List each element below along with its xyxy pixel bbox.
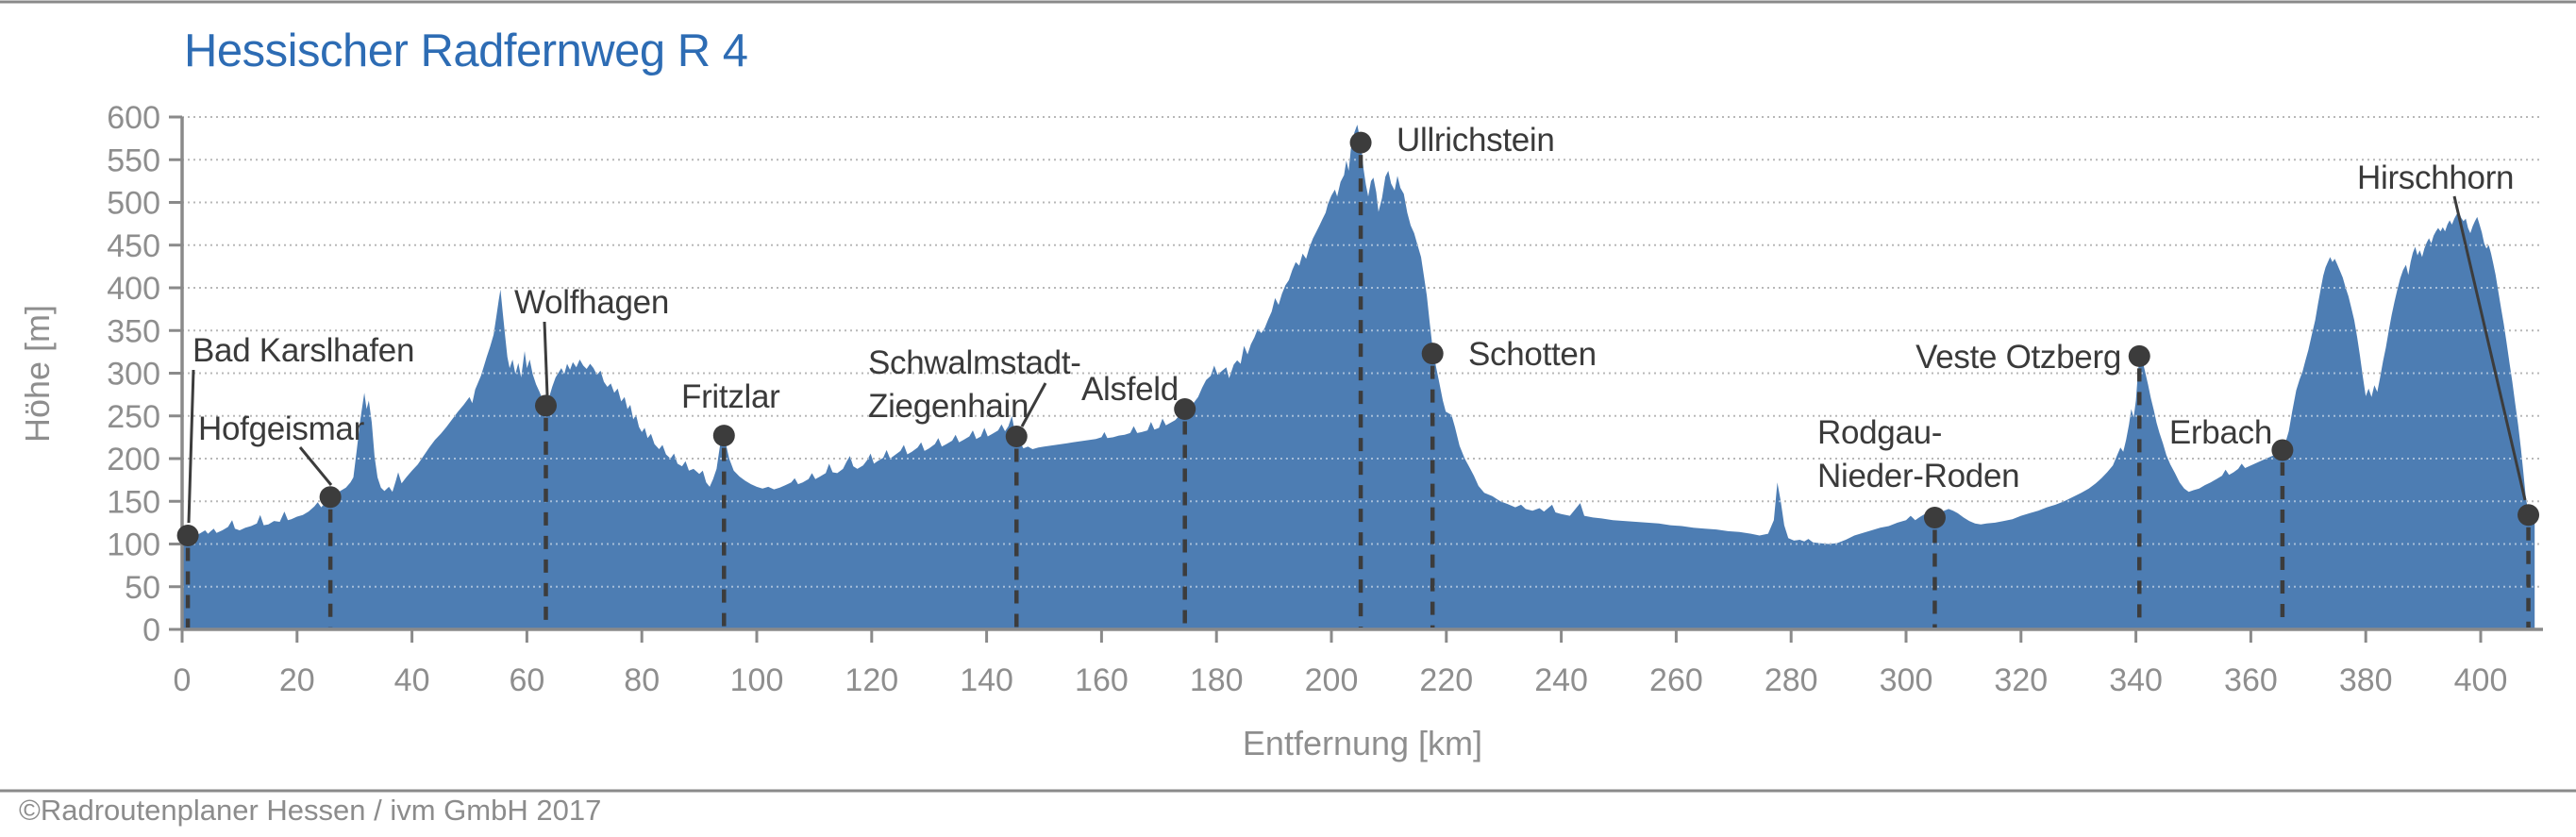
- waypoint-label-bad-karslhafen: Bad Karslhafen: [192, 332, 414, 369]
- y-tick-label-250: 250: [107, 399, 160, 435]
- elevation-area: [182, 125, 2535, 630]
- y-tick-label-500: 500: [107, 186, 160, 222]
- y-axis-title: Höhe [m]: [18, 305, 57, 443]
- x-tick-label-260: 260: [1649, 662, 1703, 698]
- waypoint-label-alsfeld: Alsfeld: [1081, 371, 1179, 408]
- x-tick-label-360: 360: [2224, 662, 2278, 698]
- waypoint-dot-alsfeld: [1174, 398, 1196, 421]
- y-tick-label-200: 200: [107, 442, 160, 477]
- y-tick-label-550: 550: [107, 142, 160, 178]
- x-tick-label-20: 20: [279, 662, 315, 698]
- waypoint-dot-ullrichstein: [1349, 131, 1372, 154]
- waypoint-label-schotten: Schotten: [1468, 336, 1597, 373]
- x-tick-label-80: 80: [624, 662, 660, 698]
- x-tick-label-200: 200: [1305, 662, 1359, 698]
- x-tick-label-320: 320: [1994, 662, 2048, 698]
- y-tick-label-400: 400: [107, 271, 160, 307]
- x-tick-label-0: 0: [174, 662, 192, 698]
- x-tick-label-220: 220: [1419, 662, 1473, 698]
- waypoint-label-veste-otzberg: Veste Otzberg: [1915, 339, 2121, 376]
- waypoint-leader-bad-karslhafen: [187, 369, 195, 524]
- waypoint-label-rodgau-nieder-roden: Rodgau-: [1817, 414, 1942, 451]
- footer-credit: ©Radroutenplaner Hessen / ivm GmbH 2017: [19, 794, 601, 827]
- y-tick-label-0: 0: [142, 612, 160, 648]
- waypoint-label-ullrichstein: Ullrichstein: [1397, 122, 1555, 159]
- y-tick-label-100: 100: [107, 527, 160, 563]
- x-tick-label-100: 100: [730, 662, 784, 698]
- waypoint-dot-schwalmstadt-ziegenhain: [1005, 425, 1028, 447]
- waypoint-label-wolfhagen: Wolfhagen: [514, 284, 669, 321]
- waypoint-label-schwalmstadt-ziegenhain: Ziegenhain: [868, 388, 1029, 425]
- waypoint-label-hirschhorn: Hirschhorn: [2357, 159, 2514, 196]
- waypoint-dot-wolfhagen: [534, 394, 557, 417]
- x-tick-label-40: 40: [394, 662, 430, 698]
- waypoint-leader-schwalmstadt-ziegenhain: [1020, 382, 1047, 427]
- waypoint-dot-bad-karslhafen: [176, 524, 199, 546]
- waypoint-leader-wolfhagen: [543, 321, 549, 396]
- x-tick-label-400: 400: [2454, 662, 2508, 698]
- page-title: Hessischer Radfernweg R 4: [184, 25, 748, 76]
- x-tick-label-380: 380: [2339, 662, 2393, 698]
- waypoint-leader-hirschhorn: [2452, 195, 2527, 501]
- x-tick-label-140: 140: [960, 662, 1013, 698]
- x-tick-label-240: 240: [1534, 662, 1588, 698]
- waypoint-dot-fritzlar: [712, 425, 735, 447]
- x-tick-label-300: 300: [1880, 662, 1933, 698]
- x-tick-label-180: 180: [1190, 662, 1244, 698]
- x-tick-label-60: 60: [509, 662, 544, 698]
- x-tick-label-280: 280: [1765, 662, 1818, 698]
- waypoint-label-erbach: Erbach: [2169, 414, 2272, 451]
- y-tick-label-600: 600: [107, 100, 160, 136]
- waypoint-dot-hirschhorn: [2517, 504, 2540, 527]
- waypoint-label-rodgau-nieder-roden: Nieder-Roden: [1817, 458, 2019, 494]
- x-tick-label-340: 340: [2109, 662, 2163, 698]
- waypoint-dot-rodgau-nieder-roden: [1923, 506, 1946, 528]
- waypoint-dot-hofgeismar: [319, 486, 342, 509]
- waypoint-label-hofgeismar: Hofgeismar: [198, 410, 365, 447]
- waypoint-dot-veste-otzberg: [2128, 344, 2150, 367]
- y-tick-label-300: 300: [107, 357, 160, 393]
- waypoint-leader-hofgeismar: [298, 446, 333, 486]
- y-tick-label-150: 150: [107, 484, 160, 520]
- x-tick-label-160: 160: [1075, 662, 1129, 698]
- waypoint-label-schwalmstadt-ziegenhain: Schwalmstadt-: [868, 344, 1081, 381]
- waypoint-label-fritzlar: Fritzlar: [681, 378, 780, 415]
- waypoint-dot-schotten: [1421, 343, 1444, 365]
- x-axis-title: Entfernung [km]: [1243, 724, 1482, 762]
- y-tick-label-450: 450: [107, 228, 160, 264]
- plot-area: 0 50 100 150 200 250 300 350 400 450 500 550 600 0 20 4…: [107, 100, 2543, 698]
- y-tick-label-350: 350: [107, 313, 160, 349]
- x-tick-label-120: 120: [845, 662, 898, 698]
- y-tick-label-50: 50: [125, 570, 160, 606]
- waypoint-dot-erbach: [2271, 439, 2294, 461]
